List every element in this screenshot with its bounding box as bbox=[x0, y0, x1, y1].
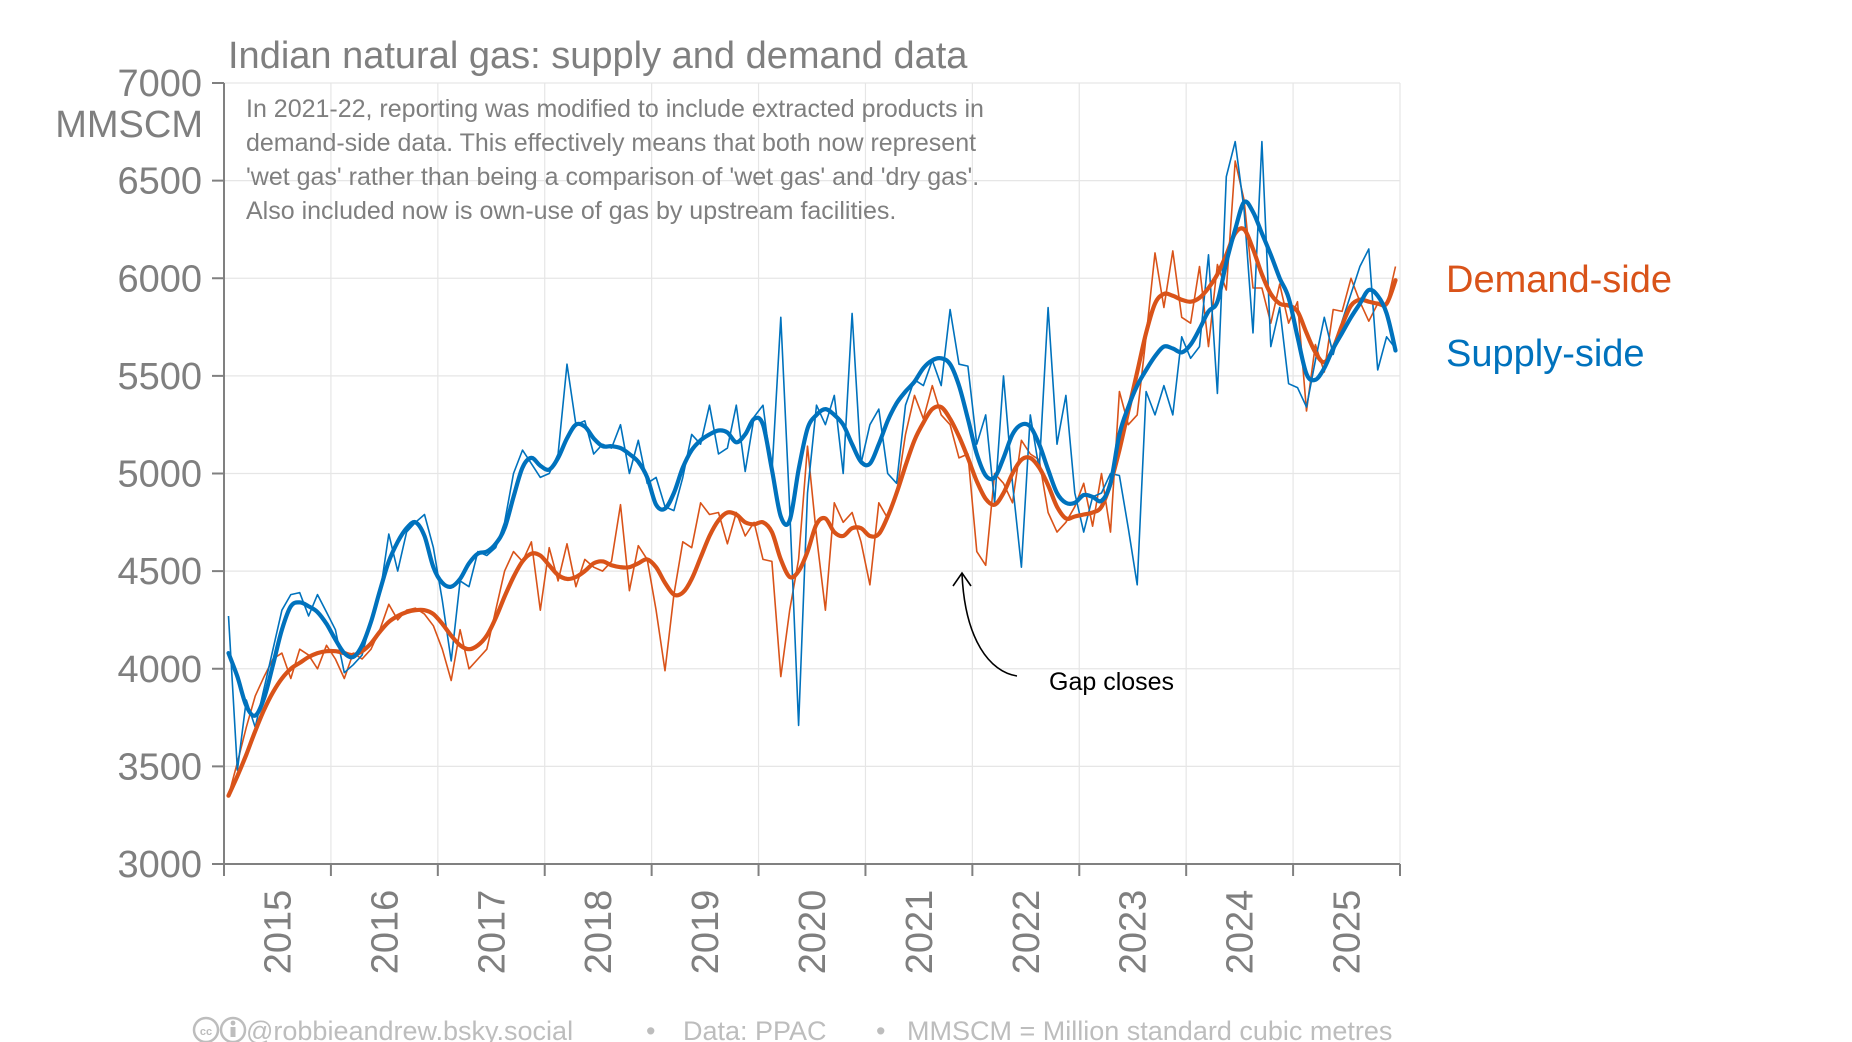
y-axis-unit-label: MMSCM bbox=[55, 104, 203, 146]
svg-text:cc: cc bbox=[200, 1026, 212, 1038]
methodology-note: In 2021-22, reporting was modified to in… bbox=[246, 95, 984, 225]
y-tick-label: 6000 bbox=[117, 258, 202, 300]
y-tick-label: 3000 bbox=[117, 844, 202, 886]
y-tick-labels: 3000 3500 4000 4500 5000 5500 6000 6500 7000 bbox=[117, 63, 202, 886]
y-tick-label: 6500 bbox=[117, 161, 202, 203]
x-tick-label: 2021 bbox=[899, 890, 941, 975]
x-tick-label: 2018 bbox=[578, 890, 620, 975]
note-line: Also included now is own-use of gas by u… bbox=[246, 197, 896, 225]
x-tick-label: 2025 bbox=[1327, 890, 1369, 975]
x-tick-label: 2019 bbox=[685, 890, 727, 975]
y-tick-label: 4500 bbox=[117, 551, 202, 593]
y-tick-label: 7000 bbox=[117, 63, 202, 105]
cc-license-icon: cc bbox=[192, 1016, 220, 1042]
footer-separator: • bbox=[646, 1016, 655, 1042]
x-tick-label: 2020 bbox=[792, 890, 834, 975]
annotation-arrow-line bbox=[961, 573, 1018, 677]
chart-title: Indian natural gas: supply and demand da… bbox=[228, 35, 968, 77]
annotation-text: Gap closes bbox=[1049, 668, 1174, 696]
y-tick-label: 4000 bbox=[117, 649, 202, 691]
x-tick-label: 2017 bbox=[471, 890, 513, 975]
by-attribution-icon bbox=[219, 1016, 247, 1042]
x-tick-label: 2024 bbox=[1220, 890, 1262, 975]
demand-side-monthly-line bbox=[227, 160, 1397, 796]
footer-definition: MMSCM = Million standard cubic metres bbox=[907, 1016, 1392, 1042]
note-line: demand-side data. This effectively means… bbox=[246, 129, 976, 157]
note-line: 'wet gas' rather than being a comparison… bbox=[246, 163, 979, 191]
footer-author: @robbieandrew.bsky.social bbox=[246, 1016, 573, 1042]
supply-side-trend-line bbox=[226, 199, 1398, 718]
arrowhead-icon bbox=[952, 571, 972, 587]
y-tick-label: 5500 bbox=[117, 356, 202, 398]
y-tick-label: 5000 bbox=[117, 454, 202, 496]
footer-source: Data: PPAC bbox=[683, 1016, 827, 1042]
x-tick-labels: 2015 2016 2017 2018 2019 2020 2021 2022 2023 2024… bbox=[257, 890, 1368, 975]
annotation-gap-closes: Gap closes bbox=[952, 571, 1174, 696]
supply-side-monthly-line bbox=[227, 140, 1397, 772]
x-tick-label: 2015 bbox=[257, 890, 299, 975]
legend-supply-side: Supply-side bbox=[1446, 333, 1645, 375]
demand-side-trend-line bbox=[226, 226, 1398, 798]
footer-separator: • bbox=[876, 1016, 885, 1042]
gridlines bbox=[224, 82, 1401, 864]
x-tick-label: 2022 bbox=[1006, 890, 1048, 975]
legend-demand-side: Demand-side bbox=[1446, 259, 1672, 301]
series-layer bbox=[226, 140, 1398, 798]
footer: cc @robbieandrew.bsky.social • Data: PPA… bbox=[192, 1016, 1392, 1042]
x-tick-label: 2023 bbox=[1113, 890, 1155, 975]
axes bbox=[212, 82, 1401, 876]
y-tick-label: 3500 bbox=[117, 746, 202, 788]
x-tick-label: 2016 bbox=[364, 890, 406, 975]
note-line: In 2021-22, reporting was modified to in… bbox=[246, 95, 984, 123]
